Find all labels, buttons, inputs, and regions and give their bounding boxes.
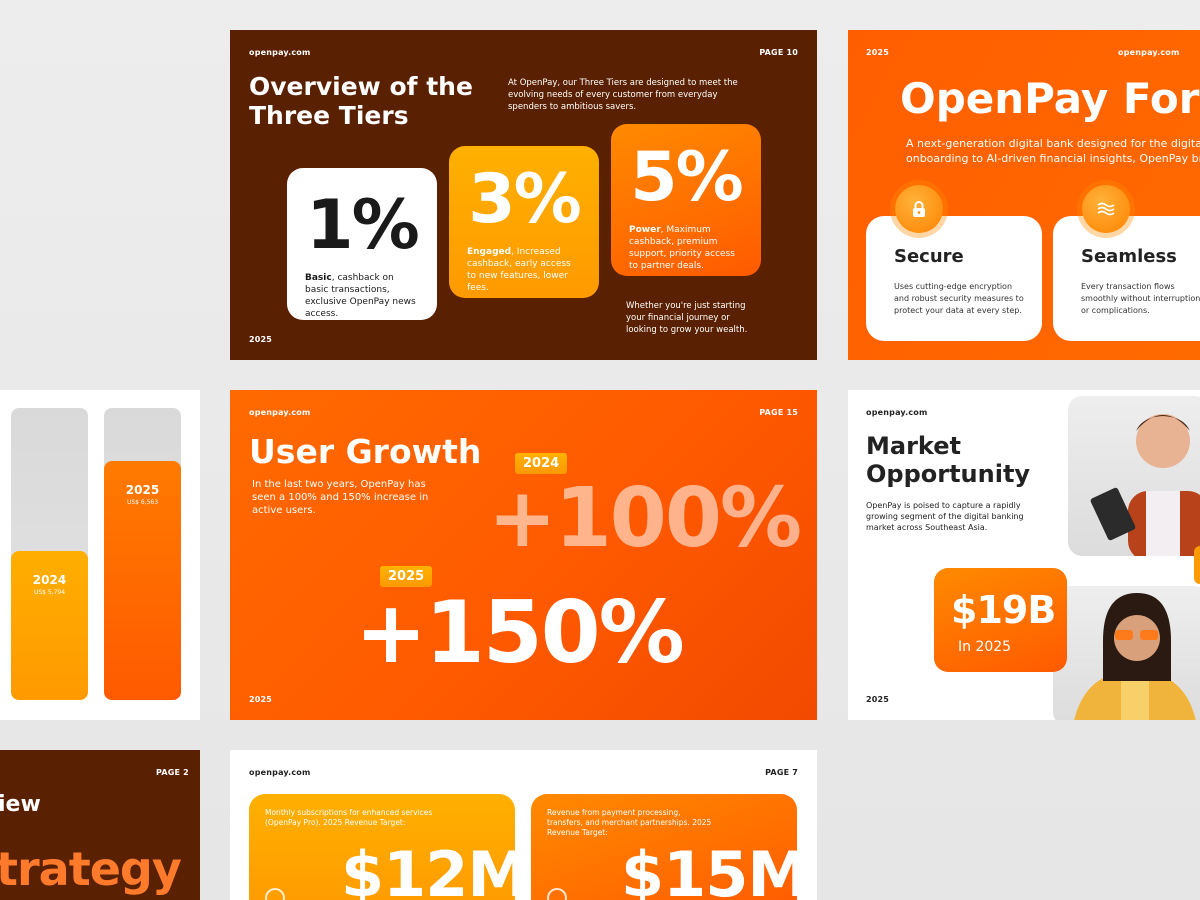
refresh-icon [265, 888, 285, 900]
title-strategy: trategy [0, 842, 182, 896]
feature-text: Every transaction flows smoothly without… [1081, 282, 1200, 315]
bar-2025: 2025 US$ 6,563 [104, 461, 181, 700]
shield-icon [547, 888, 567, 900]
market-description: OpenPay is poised to capture a rapidly g… [866, 501, 1024, 532]
lock-icon [895, 185, 943, 233]
page-number: PAGE 10 [759, 48, 798, 57]
tier-value: 5% [630, 138, 743, 217]
title-line-1: Overview of the [249, 72, 473, 101]
tier-description: Basic, cashback on basic transactions, e… [305, 273, 416, 319]
man-with-tablet-photo [1068, 396, 1200, 556]
market-stat-card: $19B In 2025 [934, 568, 1067, 672]
bar-year: 2024 [32, 573, 67, 587]
page-number: PAGE 2 [156, 768, 189, 777]
waves-icon [1082, 185, 1130, 233]
feature-card-secure: Secure Uses cutting-edge encryption and … [866, 216, 1042, 341]
revenue-label: Monthly subscriptions for enhanced servi… [265, 808, 433, 827]
revenue-value: $12M [341, 838, 529, 900]
bar-amount: US$ 6,563 [126, 499, 159, 506]
subtitle-line-2: onboarding to AI-driven financial insigh… [906, 152, 1200, 165]
bar-year: 2025 [125, 483, 160, 497]
feature-title: Seamless [1081, 246, 1177, 267]
stat-label: In 2025 [958, 639, 1012, 655]
growth-value-2024: +100% [488, 471, 802, 566]
tier-card-engaged: 3% Engaged, Increased cashback, early ac… [449, 146, 599, 298]
tier-description: Engaged, Increased cashback, early acces… [467, 247, 571, 293]
site-label: openpay.com [249, 408, 311, 417]
year-label: 2025 [249, 695, 273, 704]
revenue-value: $15M [621, 838, 809, 900]
tier-card-power: 5% Power, Maximum cashback, premium supp… [611, 124, 761, 276]
title-line-2: Three Tiers [249, 101, 409, 130]
slide-subtitle: A next-generation digital bank designed … [906, 136, 1200, 166]
badge-2024: 2024 [515, 453, 568, 474]
year-label: 2025 [866, 48, 890, 57]
title-line-1: Market [866, 432, 961, 460]
revenue-label: Revenue from payment processing, transfe… [547, 808, 712, 837]
year-label: 2025 [866, 695, 890, 704]
orange-accent [1194, 546, 1200, 584]
site-label: openpay.com [249, 768, 311, 777]
slide-user-growth[interactable]: openpay.com PAGE 15 User Growth In the l… [230, 390, 817, 720]
slide-revenue-bars[interactable]: 2024 US$ 5,794 2025 US$ 6,563 [0, 390, 200, 720]
stat-value: $19B [951, 588, 1056, 632]
badge-2025: 2025 [380, 566, 433, 587]
page-number: PAGE 15 [759, 408, 798, 417]
tier-value: 3% [468, 160, 581, 239]
growth-value-2025: +150% [355, 583, 685, 683]
slide-title: User Growth [249, 432, 482, 471]
growth-description: In the last two years, OpenPay has seen … [252, 479, 429, 516]
title-line-2: Opportunity [866, 460, 1031, 488]
bar-amount: US$ 5,794 [33, 589, 66, 596]
slide-three-tiers[interactable]: openpay.com PAGE 10 Overview of the Thre… [230, 30, 817, 360]
year-label: 2025 [249, 335, 273, 344]
bar-2024: 2024 US$ 5,794 [11, 551, 88, 700]
title-fragment: iew [0, 792, 41, 817]
tier-value: 1% [306, 186, 419, 265]
site-label: openpay.com [249, 48, 311, 57]
slide-title: Overview of the Three Tiers [249, 72, 473, 130]
woman-with-glasses-photo [1053, 586, 1200, 720]
revenue-card-processing: Revenue from payment processing, transfe… [531, 794, 809, 900]
slide-openpay-for[interactable]: 2025 openpay.com OpenPay For D A next-ge… [848, 30, 1200, 360]
closing-text: Whether you're just starting your financ… [626, 301, 748, 335]
revenue-card-subscriptions: Monthly subscriptions for enhanced servi… [249, 794, 529, 900]
slide-title: OpenPay For D [900, 74, 1200, 123]
subtitle-line-1: A next-generation digital bank designed … [906, 137, 1200, 150]
feature-card-seamless: Seamless Every transaction flows smoothl… [1053, 216, 1200, 341]
slide-market-opportunity[interactable]: openpay.com Market Opportunity OpenPay i… [848, 390, 1200, 720]
tier-card-basic: 1% Basic, cashback on basic transactions… [287, 168, 437, 320]
tier-description: Power, Maximum cashback, premium support… [629, 225, 735, 271]
site-label: openpay.com [866, 408, 928, 417]
slide-revenue-targets[interactable]: openpay.com PAGE 7 Monthly subscriptions… [230, 750, 817, 900]
site-label: openpay.com [1118, 48, 1180, 57]
feature-text: Uses cutting-edge encryption and robust … [894, 282, 1024, 315]
page-number: PAGE 7 [765, 768, 798, 777]
feature-title: Secure [894, 246, 964, 267]
slide-strategy[interactable]: PAGE 2 iew trategy [0, 750, 200, 900]
slide-title: Market Opportunity [866, 432, 1030, 488]
intro-text: At OpenPay, our Three Tiers are designed… [508, 78, 738, 112]
